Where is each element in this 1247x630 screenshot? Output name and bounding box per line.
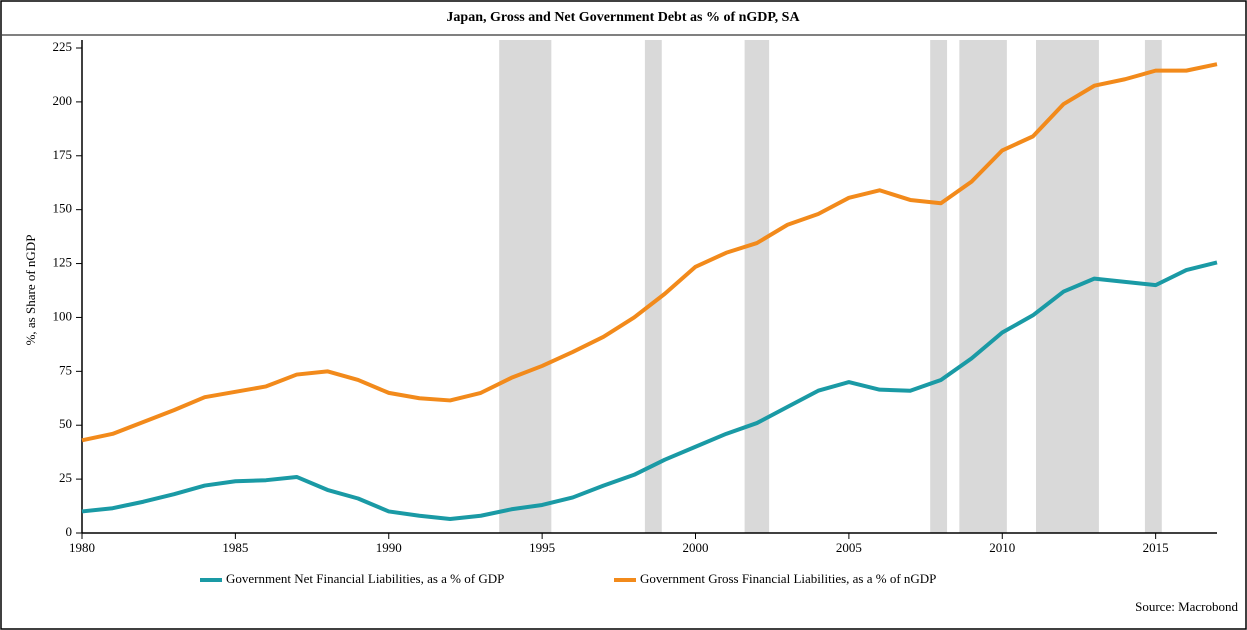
y-tick-label: 150 [53, 201, 73, 216]
legend-label: Government Gross Financial Liabilities, … [640, 571, 936, 586]
x-tick-label: 1980 [69, 540, 95, 555]
x-tick-label: 1985 [222, 540, 248, 555]
y-tick-label: 125 [53, 255, 73, 270]
x-tick-label: 2015 [1143, 540, 1169, 555]
legend-label: Government Net Financial Liabilities, as… [226, 571, 504, 586]
y-tick-label: 25 [59, 470, 72, 485]
y-tick-label: 75 [59, 362, 72, 377]
y-tick-label: 200 [53, 93, 73, 108]
x-tick-label: 1995 [529, 540, 555, 555]
recession-band [959, 40, 1007, 533]
x-tick-label: 2010 [989, 540, 1015, 555]
series-line [81, 62, 1218, 443]
y-tick-label: 225 [53, 39, 73, 54]
y-tick-label: 0 [66, 524, 73, 539]
x-tick-label: 2000 [683, 540, 709, 555]
recession-band [930, 40, 948, 533]
chart-title: Japan, Gross and Net Government Debt as … [446, 10, 800, 25]
recession-band [744, 40, 770, 533]
recession-band [499, 40, 552, 533]
source: Source: Macrobond [1135, 599, 1238, 614]
recession-band [1036, 40, 1099, 533]
y-tick-label: 100 [53, 308, 73, 323]
y-axis-label: %, as Share of nGDP [23, 235, 38, 346]
y-tick-label: 50 [59, 416, 72, 431]
x-tick-label: 1990 [376, 540, 402, 555]
y-tick-label: 175 [53, 147, 73, 162]
x-tick-label: 2005 [836, 540, 862, 555]
recession-band [644, 40, 662, 533]
series-line [81, 260, 1218, 521]
